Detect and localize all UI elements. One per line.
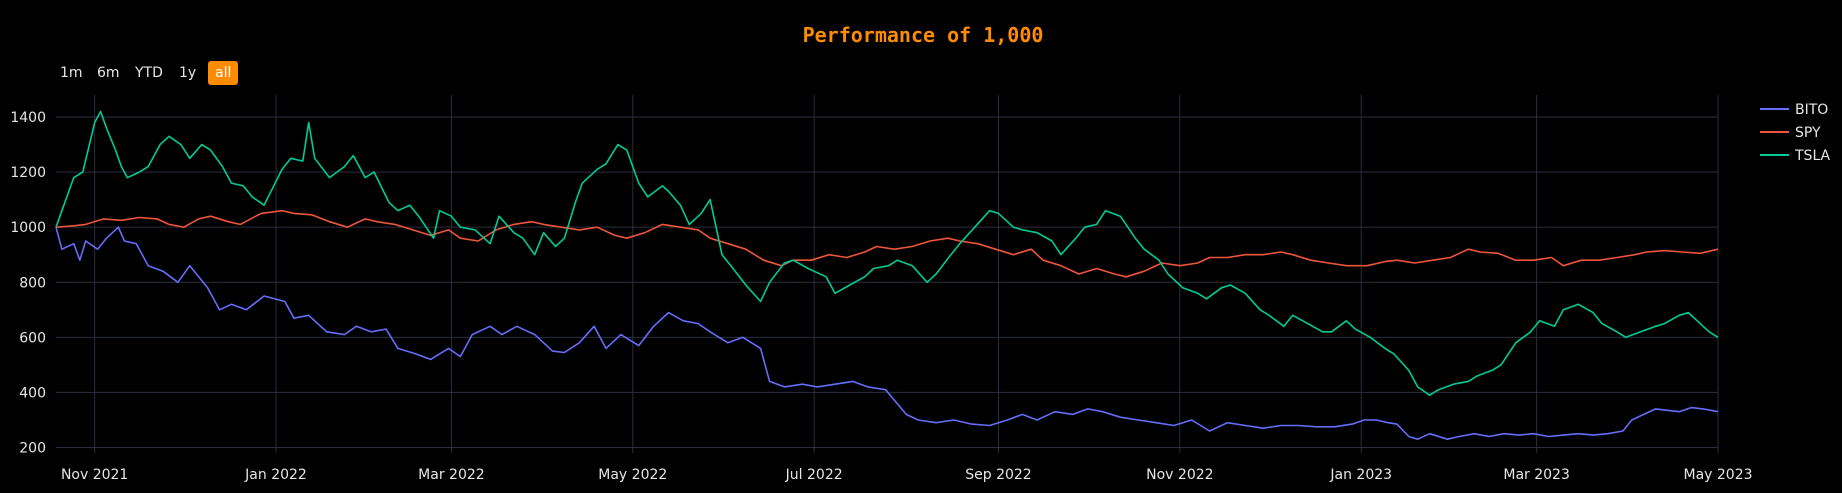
x-tick-label: Nov 2022 xyxy=(1146,467,1213,483)
x-tick-label: May 2022 xyxy=(598,467,667,483)
legend-item-bito[interactable]: BITO xyxy=(1760,102,1828,118)
legend-label: BITO xyxy=(1795,102,1828,118)
y-tick-label: 400 xyxy=(19,385,46,401)
range-button-1y[interactable]: 1y xyxy=(179,65,197,81)
series-line-spy[interactable] xyxy=(55,209,1719,278)
x-tick-label: Jan 2022 xyxy=(244,467,307,483)
range-button-all[interactable]: all xyxy=(208,61,239,85)
series-lines xyxy=(55,110,1719,440)
range-button-1m[interactable]: 1m xyxy=(60,65,83,81)
chart-title: Performance of 1,000 xyxy=(803,23,1044,47)
y-axis-ticks: 200 400 600 800 1000 1200 1400 xyxy=(10,110,46,456)
y-tick-label: 600 xyxy=(19,330,46,346)
legend-item-tsla[interactable]: TSLA xyxy=(1760,148,1831,164)
range-button-ytd[interactable]: YTD xyxy=(135,65,163,81)
y-tick-label: 200 xyxy=(19,440,46,456)
x-axis-ticks: Nov 2021 Jan 2022 Mar 2022 May 2022 Jul 2022… xyxy=(61,467,1753,483)
x-tick-label: Jan 2023 xyxy=(1329,467,1392,483)
legend-label: TSLA xyxy=(1794,148,1831,164)
y-tick-label: 1200 xyxy=(10,165,46,181)
series-line-tsla[interactable] xyxy=(55,110,1719,396)
y-tick-label: 800 xyxy=(19,275,46,291)
x-tick-label: Mar 2022 xyxy=(418,467,485,483)
x-tick-label: Jul 2022 xyxy=(785,467,843,483)
x-tick-label: May 2023 xyxy=(1683,467,1752,483)
x-tick-label: Sep 2022 xyxy=(965,467,1031,483)
y-tick-label: 1000 xyxy=(10,220,46,236)
x-tick-label: Nov 2021 xyxy=(61,467,128,483)
legend-item-spy[interactable]: SPY xyxy=(1760,125,1821,141)
legend[interactable]: BITO SPY TSLA xyxy=(1760,102,1831,164)
x-tick-label: Mar 2023 xyxy=(1503,467,1570,483)
series-line-bito[interactable] xyxy=(55,226,1719,440)
grid-lines xyxy=(56,95,1719,453)
range-button-6m[interactable]: 6m xyxy=(97,65,120,81)
legend-label: SPY xyxy=(1795,125,1821,141)
y-tick-label: 1400 xyxy=(10,110,46,126)
